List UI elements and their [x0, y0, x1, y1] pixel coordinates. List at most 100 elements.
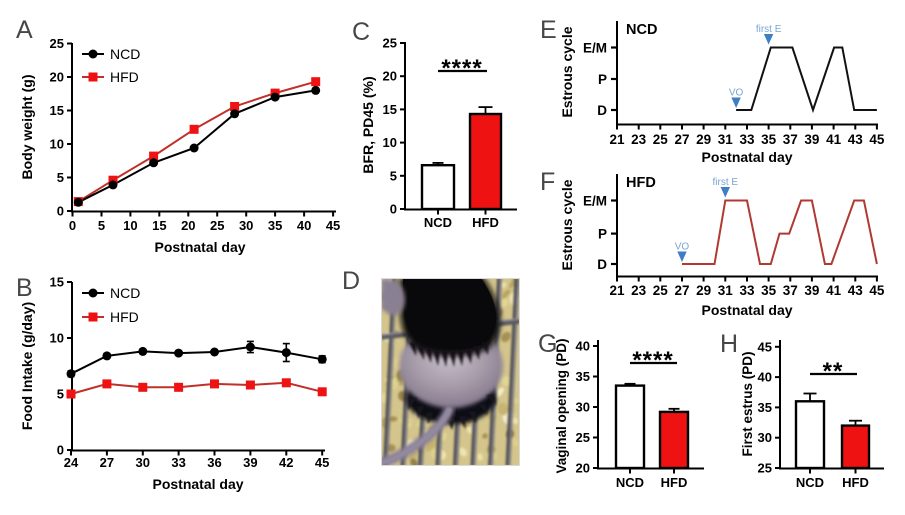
- svg-text:HFD: HFD: [472, 215, 499, 230]
- svg-text:H: H: [720, 330, 738, 358]
- svg-text:NCD: NCD: [110, 285, 140, 301]
- svg-text:G: G: [538, 330, 557, 358]
- svg-text:29: 29: [696, 283, 711, 298]
- svg-text:5: 5: [390, 168, 397, 183]
- svg-text:BFR, PD45 (%): BFR, PD45 (%): [360, 76, 376, 173]
- svg-text:****: ****: [632, 347, 673, 374]
- svg-text:35: 35: [758, 400, 772, 415]
- svg-text:45: 45: [869, 132, 885, 147]
- svg-text:23: 23: [631, 132, 647, 147]
- svg-text:HFD: HFD: [661, 475, 688, 490]
- svg-text:45: 45: [326, 218, 340, 233]
- svg-text:E/M: E/M: [583, 41, 607, 56]
- svg-text:27: 27: [100, 455, 114, 470]
- svg-text:0: 0: [57, 443, 64, 458]
- svg-text:first E: first E: [756, 24, 782, 35]
- svg-text:VO: VO: [729, 88, 744, 99]
- svg-text:30: 30: [758, 430, 772, 445]
- svg-text:Postnatal day: Postnatal day: [701, 149, 792, 165]
- svg-text:35: 35: [761, 283, 777, 298]
- svg-text:39: 39: [804, 283, 819, 298]
- svg-text:Postnatal day: Postnatal day: [152, 476, 243, 492]
- svg-text:5: 5: [57, 170, 64, 185]
- svg-text:39: 39: [243, 455, 257, 470]
- svg-text:10: 10: [123, 218, 137, 233]
- svg-text:43: 43: [848, 283, 864, 298]
- svg-text:first E: first E: [713, 177, 739, 188]
- svg-text:37: 37: [783, 283, 798, 298]
- svg-text:31: 31: [718, 283, 734, 298]
- svg-text:25: 25: [576, 430, 590, 445]
- svg-text:24: 24: [64, 455, 79, 470]
- svg-text:35: 35: [576, 369, 590, 384]
- svg-text:30: 30: [239, 218, 253, 233]
- svg-text:31: 31: [718, 132, 734, 147]
- svg-text:45: 45: [869, 283, 885, 298]
- svg-text:D: D: [342, 267, 360, 295]
- svg-text:P: P: [598, 72, 607, 87]
- svg-text:5: 5: [98, 218, 105, 233]
- svg-text:P: P: [598, 227, 607, 242]
- svg-text:NCD: NCD: [110, 46, 140, 62]
- svg-text:****: ****: [441, 55, 482, 82]
- svg-text:43: 43: [848, 132, 864, 147]
- svg-text:21: 21: [609, 132, 625, 147]
- svg-text:33: 33: [739, 283, 755, 298]
- svg-text:15: 15: [50, 103, 64, 118]
- svg-text:25: 25: [653, 132, 669, 147]
- svg-text:40: 40: [297, 218, 311, 233]
- svg-text:21: 21: [609, 283, 625, 298]
- svg-text:B: B: [16, 274, 33, 302]
- svg-text:0: 0: [69, 218, 76, 233]
- svg-text:45: 45: [315, 455, 329, 470]
- svg-text:20: 20: [181, 218, 195, 233]
- svg-text:30: 30: [136, 455, 150, 470]
- svg-text:42: 42: [279, 455, 293, 470]
- svg-text:25: 25: [383, 36, 397, 51]
- svg-text:37: 37: [783, 132, 798, 147]
- svg-text:Postnatal day: Postnatal day: [154, 239, 245, 255]
- svg-text:20: 20: [383, 69, 397, 84]
- svg-text:39: 39: [804, 132, 819, 147]
- svg-text:**: **: [823, 358, 844, 385]
- svg-text:0: 0: [57, 204, 64, 219]
- svg-text:NCD: NCD: [424, 215, 452, 230]
- svg-text:HFD: HFD: [626, 175, 656, 191]
- svg-text:HFD: HFD: [842, 475, 869, 490]
- svg-text:0: 0: [390, 202, 397, 217]
- svg-text:20: 20: [50, 70, 64, 85]
- svg-text:E/M: E/M: [583, 194, 607, 209]
- svg-text:33: 33: [739, 132, 755, 147]
- svg-text:First estrus (PD): First estrus (PD): [740, 351, 755, 456]
- svg-text:30: 30: [576, 400, 590, 415]
- svg-text:D: D: [597, 257, 607, 272]
- svg-text:VO: VO: [675, 242, 690, 253]
- svg-text:23: 23: [631, 283, 647, 298]
- svg-text:C: C: [352, 18, 370, 46]
- svg-text:36: 36: [207, 455, 221, 470]
- svg-text:10: 10: [50, 137, 64, 152]
- svg-text:NCD: NCD: [616, 475, 644, 490]
- svg-text:NCD: NCD: [796, 475, 824, 490]
- svg-text:Estrous cycle: Estrous cycle: [559, 179, 575, 270]
- svg-text:27: 27: [674, 283, 689, 298]
- svg-text:NCD: NCD: [626, 22, 657, 38]
- svg-text:Body weight (g): Body weight (g): [19, 75, 35, 180]
- svg-text:10: 10: [383, 135, 397, 150]
- svg-text:Postnatal day: Postnatal day: [701, 302, 792, 318]
- svg-text:A: A: [16, 16, 33, 44]
- svg-text:41: 41: [826, 283, 842, 298]
- svg-text:Vaginal opening (PD): Vaginal opening (PD): [554, 338, 569, 473]
- svg-text:5: 5: [57, 387, 64, 402]
- svg-text:15: 15: [152, 218, 166, 233]
- svg-text:E: E: [540, 16, 557, 44]
- svg-text:10: 10: [50, 331, 64, 346]
- svg-text:15: 15: [50, 275, 64, 290]
- svg-text:45: 45: [758, 339, 772, 354]
- svg-text:35: 35: [761, 132, 777, 147]
- svg-text:40: 40: [758, 370, 772, 385]
- svg-text:HFD: HFD: [110, 309, 139, 325]
- svg-text:D: D: [597, 103, 607, 118]
- svg-text:33: 33: [171, 455, 185, 470]
- svg-text:25: 25: [653, 283, 669, 298]
